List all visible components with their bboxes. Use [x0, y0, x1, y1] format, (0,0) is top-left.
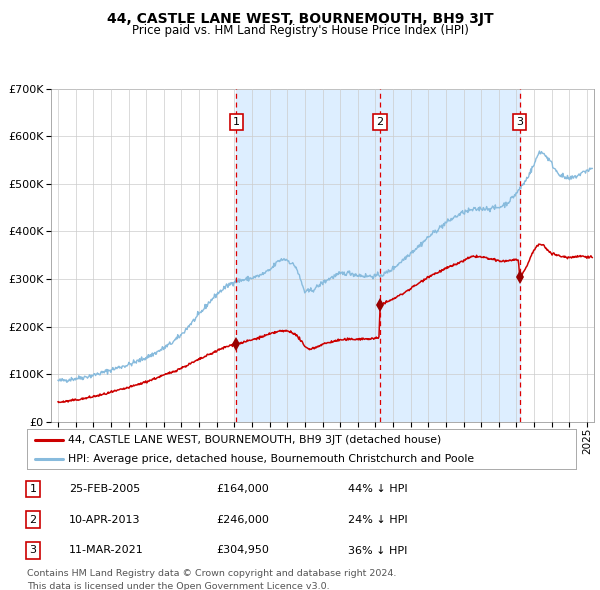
Text: 3: 3 — [516, 117, 523, 127]
Text: 1: 1 — [29, 484, 37, 494]
Text: 44, CASTLE LANE WEST, BOURNEMOUTH, BH9 3JT (detached house): 44, CASTLE LANE WEST, BOURNEMOUTH, BH9 3… — [68, 435, 442, 445]
Text: 2: 2 — [29, 515, 37, 525]
Text: 10-APR-2013: 10-APR-2013 — [69, 515, 140, 525]
Text: 25-FEB-2005: 25-FEB-2005 — [69, 484, 140, 494]
Text: £246,000: £246,000 — [216, 515, 269, 525]
Text: 3: 3 — [29, 546, 37, 555]
Text: 1: 1 — [233, 117, 240, 127]
Text: Contains HM Land Registry data © Crown copyright and database right 2024.: Contains HM Land Registry data © Crown c… — [27, 569, 397, 578]
Text: This data is licensed under the Open Government Licence v3.0.: This data is licensed under the Open Gov… — [27, 582, 329, 590]
Text: Price paid vs. HM Land Registry's House Price Index (HPI): Price paid vs. HM Land Registry's House … — [131, 24, 469, 37]
Bar — [380, 88, 520, 422]
Text: £164,000: £164,000 — [216, 484, 269, 494]
Text: 36% ↓ HPI: 36% ↓ HPI — [348, 546, 407, 555]
Bar — [236, 88, 380, 422]
Text: £304,950: £304,950 — [216, 546, 269, 555]
Text: 44% ↓ HPI: 44% ↓ HPI — [348, 484, 407, 494]
Text: 44, CASTLE LANE WEST, BOURNEMOUTH, BH9 3JT: 44, CASTLE LANE WEST, BOURNEMOUTH, BH9 3… — [107, 12, 493, 26]
Text: 11-MAR-2021: 11-MAR-2021 — [69, 546, 144, 555]
Text: HPI: Average price, detached house, Bournemouth Christchurch and Poole: HPI: Average price, detached house, Bour… — [68, 454, 475, 464]
Text: 2: 2 — [377, 117, 384, 127]
Text: 24% ↓ HPI: 24% ↓ HPI — [348, 515, 407, 525]
